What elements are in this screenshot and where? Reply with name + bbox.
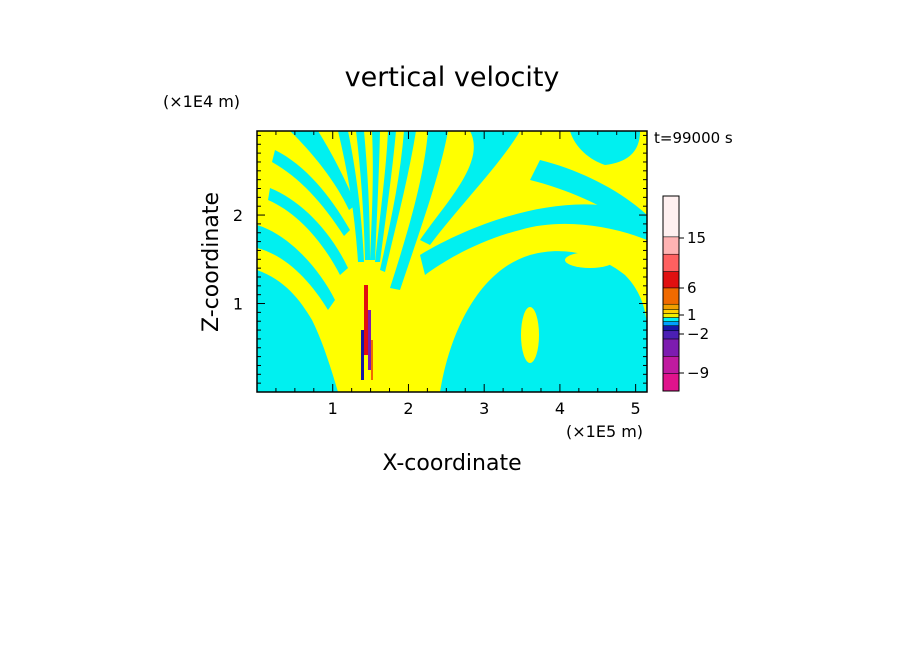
negative-band bbox=[420, 204, 647, 275]
y-unit-label: (×1E4 m) bbox=[163, 92, 240, 111]
positive-patch bbox=[521, 307, 539, 363]
x-tick-label: 1 bbox=[328, 399, 338, 418]
downdraft-jet bbox=[368, 310, 371, 370]
colorbar-bin bbox=[662, 236, 680, 255]
colorbar-tick-label: −9 bbox=[687, 364, 709, 382]
updraft-jet bbox=[371, 340, 373, 380]
colorbar-bin bbox=[662, 309, 680, 314]
colorbar-bin bbox=[662, 330, 680, 340]
colorbar-bin bbox=[662, 313, 680, 318]
y-tick-label: 2 bbox=[233, 206, 243, 225]
colorbar-bin bbox=[662, 253, 680, 272]
negative-region-left bbox=[257, 270, 338, 392]
colorbar-tick-labels: 15 6 1−2 −9 bbox=[679, 229, 709, 382]
negative-band bbox=[390, 131, 448, 290]
negative-band bbox=[570, 131, 640, 165]
colorbar-tick-label: 1 bbox=[687, 306, 697, 324]
colorbar bbox=[662, 195, 680, 392]
negative-band bbox=[420, 131, 520, 245]
x-unit-label: (×1E5 m) bbox=[566, 422, 643, 441]
x-tick-labels: 1 2 3 4 5 bbox=[328, 399, 641, 418]
colorbar-tick-label: −2 bbox=[687, 325, 709, 343]
negative-band bbox=[290, 131, 356, 210]
chart-title: vertical velocity bbox=[345, 62, 560, 93]
colorbar-bin bbox=[662, 271, 680, 289]
colorbar-bin bbox=[662, 317, 680, 322]
colorbar-bin bbox=[662, 321, 680, 326]
colorbar-bin bbox=[662, 195, 680, 238]
negative-band bbox=[338, 131, 364, 262]
plot-frame bbox=[256, 130, 648, 393]
updraft-jet bbox=[364, 285, 368, 355]
negative-band bbox=[257, 225, 335, 310]
colorbar-bin bbox=[662, 325, 680, 332]
x-tick-label: 5 bbox=[631, 399, 641, 418]
negative-band bbox=[530, 160, 647, 235]
colorbar-bin bbox=[662, 287, 680, 305]
negative-band bbox=[268, 188, 348, 275]
positive-patch bbox=[565, 252, 615, 268]
x-tick-label: 2 bbox=[403, 399, 413, 418]
time-label: t=99000 s bbox=[654, 129, 733, 147]
negative-band bbox=[370, 131, 380, 260]
negative-band bbox=[375, 131, 396, 262]
colorbar-tick-label: 15 bbox=[687, 229, 706, 247]
colorbar-bin bbox=[662, 373, 680, 392]
negative-band bbox=[356, 131, 370, 260]
negative-band bbox=[272, 150, 350, 236]
axis-ticks bbox=[257, 131, 647, 392]
velocity-field bbox=[257, 131, 647, 392]
colorbar-bin bbox=[662, 356, 680, 374]
x-tick-label: 4 bbox=[555, 399, 565, 418]
downdraft-jet bbox=[361, 330, 364, 380]
y-tick-label: 1 bbox=[233, 295, 243, 314]
x-tick-label: 3 bbox=[479, 399, 489, 418]
colorbar-bin bbox=[662, 338, 680, 357]
negative-band bbox=[380, 131, 416, 272]
colorbar-frame bbox=[662, 195, 680, 392]
colorbar-bin bbox=[662, 303, 680, 310]
y-tick-labels: 12 bbox=[233, 206, 243, 313]
negative-region-right bbox=[440, 251, 647, 392]
y-axis-label: Z-coordinate bbox=[199, 192, 224, 332]
colorbar-tick-label: 6 bbox=[687, 279, 697, 297]
x-axis-label: X-coordinate bbox=[382, 451, 521, 476]
